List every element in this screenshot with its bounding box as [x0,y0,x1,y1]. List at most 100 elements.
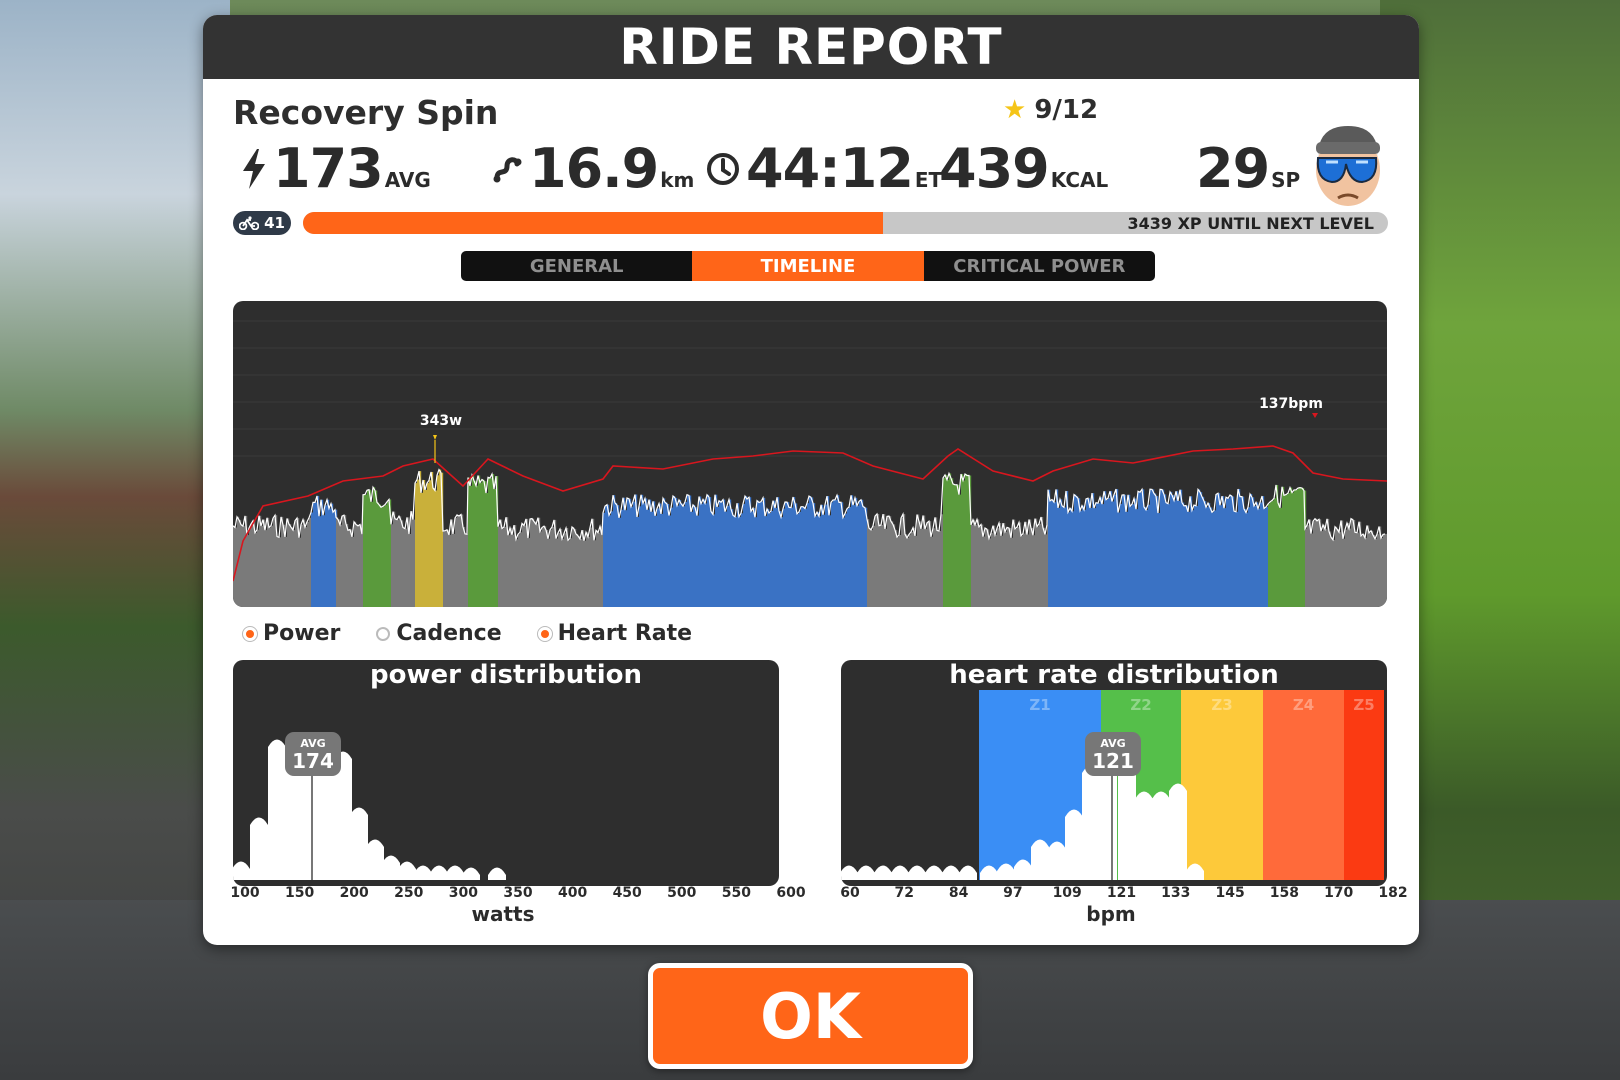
legend-heart-rate-toggle[interactable]: Heart Rate [537,621,692,646]
stars-count: ★ 9/12 [1003,95,1098,125]
radio-icon[interactable] [537,626,552,641]
power-bar [613,495,616,607]
legend-label: Cadence [396,621,502,646]
power-bar [568,540,571,607]
power-bar [841,502,844,607]
power-bar [863,506,866,607]
level-badge: 41 [233,211,291,235]
power-bar [421,492,424,607]
distribution-bar [284,747,302,880]
power-bar [811,497,814,607]
distribution-bar [1065,809,1083,880]
power-bar [1196,505,1199,607]
power-bar [629,498,632,607]
power-bar [837,495,840,607]
power-bar [253,520,256,607]
avatar[interactable] [1306,118,1386,210]
power-bar [352,536,355,607]
power-bar [429,480,432,607]
power-bar [771,511,774,607]
power-bar [425,489,428,607]
tab-timeline[interactable]: TIMELINE [692,251,924,281]
power-bar [1244,508,1247,607]
power-bar [967,475,970,607]
tab-general[interactable]: GENERAL [529,255,624,277]
power-bar [911,532,914,607]
zone-band [1344,690,1384,880]
power-bar [1284,495,1287,607]
power-bar [931,536,934,607]
power-bar [697,515,700,607]
power-bar [937,530,940,607]
avg-badge-value: 174 [292,749,334,773]
power-bar [423,480,426,607]
power-bar [945,474,948,607]
power-bar [1298,488,1301,607]
distribution-bar [318,745,336,880]
power-bar [1192,510,1195,607]
legend-power-toggle[interactable]: Power [243,621,340,646]
power-bar [453,533,456,607]
power-bar [299,537,302,607]
power-bar [554,519,557,607]
power-bar [500,519,503,607]
power-bar [289,524,292,607]
power-bar [598,532,601,607]
power-bar [342,516,345,607]
stat-unit: AVG [384,168,431,192]
radio-icon[interactable] [243,626,257,641]
power-bar [564,533,567,607]
radio-icon[interactable] [376,626,391,641]
power-bar [1001,535,1004,607]
power-bar [751,511,754,607]
workout-name: Recovery Spin [233,93,499,132]
power-bar [965,474,968,607]
power-bar [350,529,353,607]
power-bar [506,517,509,607]
tab-critical-power[interactable]: CRITICAL POWER [953,255,1126,277]
ok-button[interactable]: OK [648,963,973,1069]
power-bar [665,502,668,607]
timeline-plot: 343w 137bpm [233,320,1387,607]
power-bar [681,503,684,607]
power-bar [1088,498,1091,607]
power-bar [1270,501,1273,607]
distribution-bar [997,863,1015,880]
power-bar [981,524,984,607]
power-bar [486,493,489,607]
power-bar [819,516,822,607]
power-bar [861,499,864,607]
power-bar [492,474,495,607]
power-bar [663,498,666,607]
stat-avg-power: 173 AVG [241,137,431,200]
peak-hr-label: 137bpm [1259,396,1323,412]
power-bar [498,526,501,607]
power-bar [1019,522,1022,607]
power-bar [1112,501,1115,607]
power-bar [373,487,376,607]
power-bar [633,501,636,607]
power-bar [451,519,454,607]
power-bar [713,514,716,607]
power-bar [1256,502,1259,607]
power-bar [1158,513,1161,607]
power-bar [611,511,614,607]
legend-cadence-toggle[interactable]: Cadence [376,621,502,646]
power-tick-label: 100 [230,885,260,901]
power-bar [645,498,648,607]
power-bar [327,499,330,607]
power-bar [821,504,824,607]
power-bar [625,510,628,607]
power-bar [1323,524,1326,607]
power-bar [243,526,246,607]
power-bar [975,524,978,607]
power-bar [502,528,505,607]
hr-tick-label: 133 [1161,885,1191,901]
power-bar [331,503,334,607]
power-bar [1331,537,1334,607]
power-bar [1240,496,1243,607]
distribution-bar [1135,791,1153,880]
power-bar [1369,532,1372,607]
power-bar [1268,504,1271,607]
power-bar [449,534,452,607]
